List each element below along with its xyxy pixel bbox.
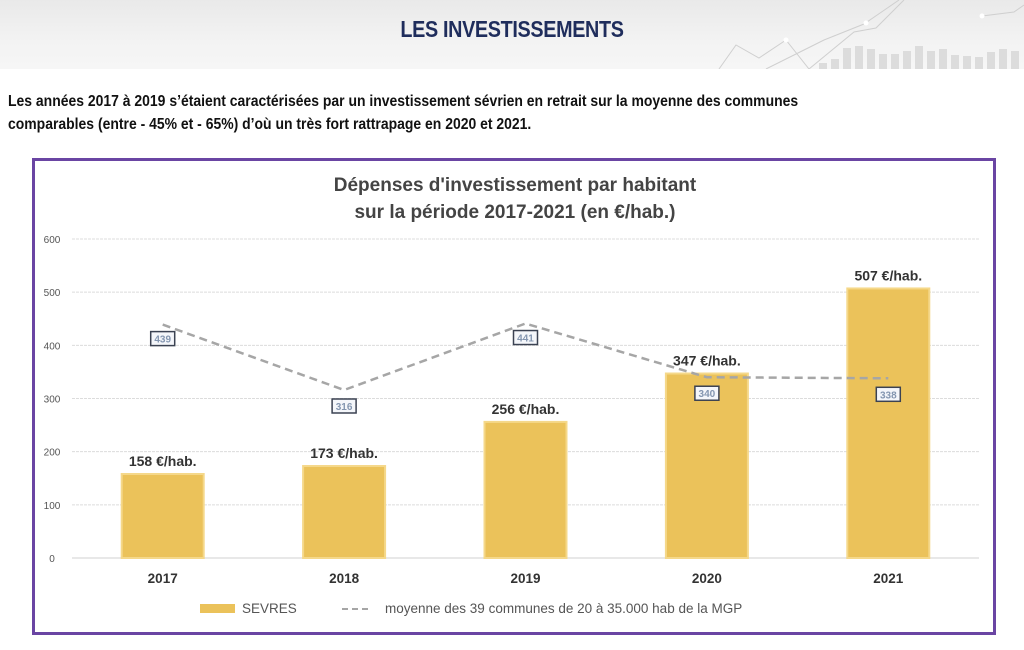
intro-line-2: comparables (entre - 45% et - 65%) d’où …: [8, 116, 532, 133]
line-label-box: [512, 329, 539, 346]
x-tick-label: 2019: [510, 571, 540, 586]
intro-paragraph: Les années 2017 à 2019 s’étaient caracté…: [8, 90, 1007, 136]
line-data-label: 316: [336, 402, 353, 413]
x-tick-label: 2020: [692, 571, 722, 586]
y-tick-label: 400: [44, 341, 61, 352]
x-tick-label: 2021: [873, 571, 904, 586]
line-label-box: [694, 385, 720, 401]
line-label-box: [331, 398, 357, 414]
line-label-box: [149, 330, 176, 347]
page-header: LES INVESTISSEMENTS: [0, 0, 1024, 69]
line-data-label: 439: [154, 335, 171, 346]
y-tick-label: 0: [49, 554, 55, 565]
bar-2019: [483, 420, 568, 560]
y-tick-label: 300: [44, 395, 61, 406]
y-tick-label: 600: [44, 235, 61, 246]
legend-swatch-sevres: [200, 604, 235, 613]
bar-2017: [120, 472, 205, 560]
bar-2020: [664, 372, 749, 559]
y-tick-label: 100: [44, 501, 61, 512]
line-label-box: [875, 386, 902, 403]
legend-label-sevres: SEVRES: [242, 601, 297, 616]
legend: SEVRES moyenne des 39 communes de 20 à 3…: [200, 601, 742, 616]
bar-data-label: 256 €/hab.: [492, 401, 560, 417]
legend-label-moyenne: moyenne des 39 communes de 20 à 35.000 h…: [385, 601, 742, 616]
chart-decoration-icon: [718, 0, 1024, 69]
bar-data-label: 347 €/hab.: [673, 353, 741, 369]
page-title: LES INVESTISSEMENTS: [400, 16, 624, 42]
bar-data-label: 173 €/hab.: [310, 445, 378, 461]
chart-title: Dépenses d'investissement par habitant: [334, 175, 697, 196]
bar-2018: [302, 465, 387, 559]
bar-2021: [846, 287, 931, 559]
y-tick-label: 500: [44, 288, 61, 299]
line-data-label: 441: [517, 334, 534, 345]
line-data-label: 340: [699, 389, 716, 400]
line-data-label: 338: [880, 390, 897, 401]
bar-data-label: 507 €/hab.: [854, 267, 922, 283]
y-tick-label: 200: [44, 448, 61, 459]
x-tick-label: 2017: [148, 571, 178, 586]
intro-line-1: Les années 2017 à 2019 s’étaient caracté…: [8, 93, 799, 110]
x-tick-label: 2018: [329, 571, 360, 586]
chart-subtitle: sur la période 2017-2021 (en €/hab.): [354, 202, 675, 223]
bar-data-label: 158 €/hab.: [129, 453, 197, 469]
